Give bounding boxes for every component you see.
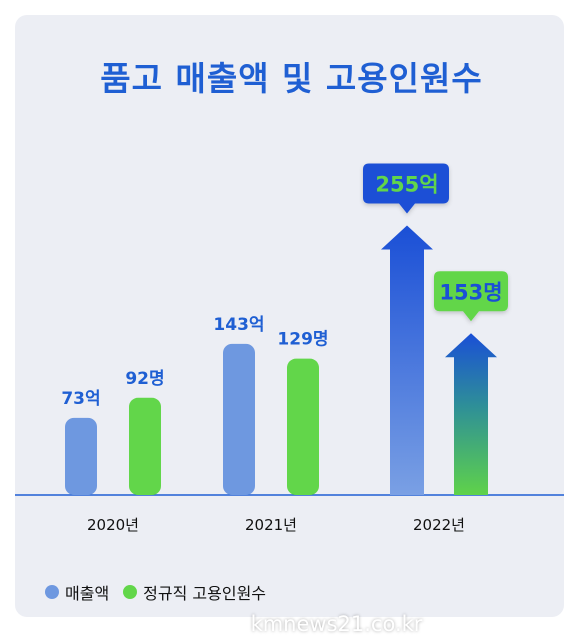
- bar-revenue: [223, 343, 255, 495]
- x-tick-label: 2022년: [413, 516, 465, 534]
- legend-swatch-revenue: [45, 585, 59, 599]
- x-tick-label: 2020년: [87, 516, 139, 534]
- data-label: 153명: [439, 280, 502, 304]
- data-label: 92명: [125, 369, 164, 389]
- data-label: 73억: [61, 389, 100, 409]
- legend-item-employees: 정규직 고용인원수: [123, 580, 266, 604]
- legend: 매출액 정규직 고용인원수: [45, 580, 266, 604]
- arrow-bar-employees: [445, 333, 497, 495]
- legend-label-employees: 정규직 고용인원수: [143, 584, 267, 603]
- legend-label-revenue: 매출액: [65, 584, 110, 603]
- data-label: 129명: [277, 330, 328, 350]
- arrow-bar-revenue: [381, 225, 433, 495]
- callout-bubble: [363, 163, 449, 214]
- x-tick-label: 2021년: [245, 516, 297, 534]
- bar-employees: [129, 397, 161, 495]
- legend-swatch-employees: [123, 585, 138, 599]
- callout-bubble: [434, 271, 508, 322]
- data-label: 143억: [213, 315, 264, 335]
- legend-item-revenue: 매출액: [45, 580, 109, 604]
- source-credit: kmnews21.co.kr: [250, 612, 423, 636]
- bar-employees: [287, 358, 319, 495]
- bar-revenue: [65, 417, 97, 495]
- data-label: 255억: [375, 172, 438, 196]
- chart-title: 품고 매출액 및 고용인원수: [100, 59, 483, 98]
